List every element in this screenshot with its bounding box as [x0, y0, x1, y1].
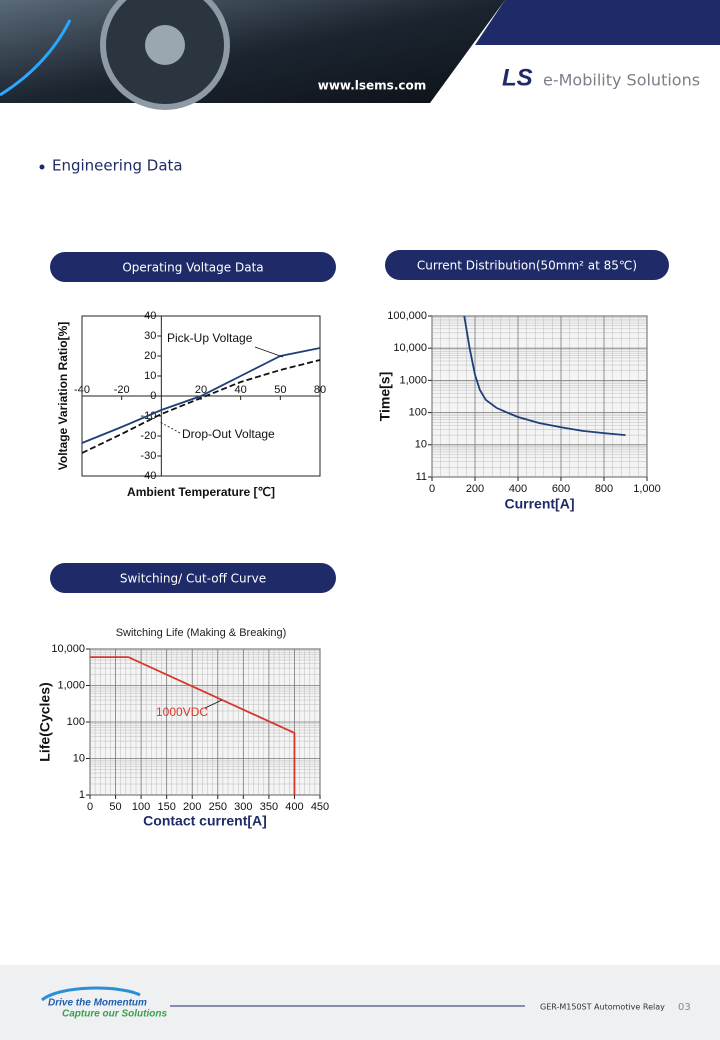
x-tick-label: 250	[209, 801, 227, 813]
y-tick-label: -40	[140, 470, 156, 482]
annotation: Pick-Up Voltage	[167, 331, 253, 345]
x-tick-label: 80	[314, 384, 326, 396]
y-tick-label: 20	[144, 350, 156, 362]
y-tick-label: 10	[415, 439, 427, 451]
logo: LS	[502, 64, 533, 91]
wheel-hub	[145, 25, 185, 65]
header-band	[475, 0, 720, 45]
x-tick-label: 40	[235, 384, 247, 396]
leader-line	[204, 699, 223, 709]
y-tick-label: 1,000	[57, 679, 85, 691]
y-tick-label: 10,000	[51, 643, 85, 655]
annotation: Drop-Out Voltage	[182, 427, 275, 441]
x-tick-label: 300	[234, 801, 252, 813]
y-tick-label: 1,000	[399, 374, 427, 386]
x-tick-label: 400	[285, 801, 303, 813]
x-tick-label: 50	[274, 384, 286, 396]
x-tick-label: 0	[429, 483, 435, 495]
series-line	[463, 315, 626, 437]
x-axis-label: Contact current[A]	[143, 813, 267, 829]
x-tick-label: -40	[74, 384, 90, 396]
y-axis-label: Life(Cycles)	[37, 682, 53, 761]
x-tick-label: 0	[87, 801, 93, 813]
x-tick-label: 400	[509, 483, 527, 495]
panel-header	[50, 563, 336, 593]
y-tick-label: -20	[140, 430, 156, 442]
y-axis-label: Voltage Variation Ratio[%]	[56, 322, 70, 470]
x-tick-label: 100	[132, 801, 150, 813]
bullet	[39, 164, 45, 170]
y-tick-label: 100	[67, 716, 85, 728]
y-tick-label: 100,000	[387, 310, 427, 322]
header-image	[0, 0, 505, 103]
panel-header	[50, 252, 336, 282]
x-tick-label: 20	[195, 384, 207, 396]
x-tick-label: 200	[466, 483, 484, 495]
page-number: 03	[678, 1002, 691, 1013]
y-tick-label: 10	[73, 752, 85, 764]
y-tick-label: -30	[140, 450, 156, 462]
header-url: www.lsems.com	[318, 79, 427, 93]
panel-title: Switching/ Cut-off Curve	[120, 572, 266, 586]
y-axis-label: Time[s]	[377, 372, 393, 422]
footer-bg	[0, 965, 720, 1040]
charging-cable	[0, 19, 72, 97]
x-tick-label: -20	[114, 384, 130, 396]
panel-header	[385, 250, 669, 280]
section-title: Engineering Data	[52, 157, 183, 175]
y-tick-label: 100	[409, 407, 427, 419]
y-tick-label: 10,000	[393, 342, 427, 354]
y-tick-label: 1	[79, 789, 85, 801]
panel-title: Operating Voltage Data	[122, 261, 263, 275]
brand: e-Mobility Solutions	[543, 71, 700, 90]
y-tick-label: 11	[416, 471, 427, 483]
x-tick-label: 150	[157, 801, 175, 813]
x-axis-label: Current[A]	[505, 496, 575, 512]
series-line	[81, 359, 321, 454]
leader-line	[254, 346, 284, 358]
x-tick-label: 450	[311, 801, 329, 813]
y-tick-label: 10	[144, 370, 156, 382]
x-tick-label: 600	[552, 483, 570, 495]
slogan: Drive the Momentum	[48, 998, 147, 1009]
y-tick-label: 40	[144, 310, 156, 322]
x-tick-label: 800	[595, 483, 613, 495]
product-name: GER-M150ST Automotive Relay	[540, 1003, 665, 1012]
y-tick-label: 30	[144, 330, 156, 342]
x-axis-label: Ambient Temperature [℃]	[127, 485, 275, 499]
footer-swoosh	[41, 986, 141, 1002]
series-line	[90, 656, 296, 795]
x-tick-label: 50	[109, 801, 121, 813]
x-tick-label: 350	[260, 801, 278, 813]
slogan: Capture our Solutions	[62, 1009, 167, 1020]
annotation: 1000VDC	[156, 705, 208, 719]
panel-title: Current Distribution(50mm² at 85℃)	[417, 259, 637, 273]
plot-area	[431, 315, 648, 478]
x-tick-label: 200	[183, 801, 201, 813]
x-tick-label: 1,000	[633, 483, 661, 495]
chart-title: Switching Life (Making & Breaking)	[116, 627, 287, 639]
